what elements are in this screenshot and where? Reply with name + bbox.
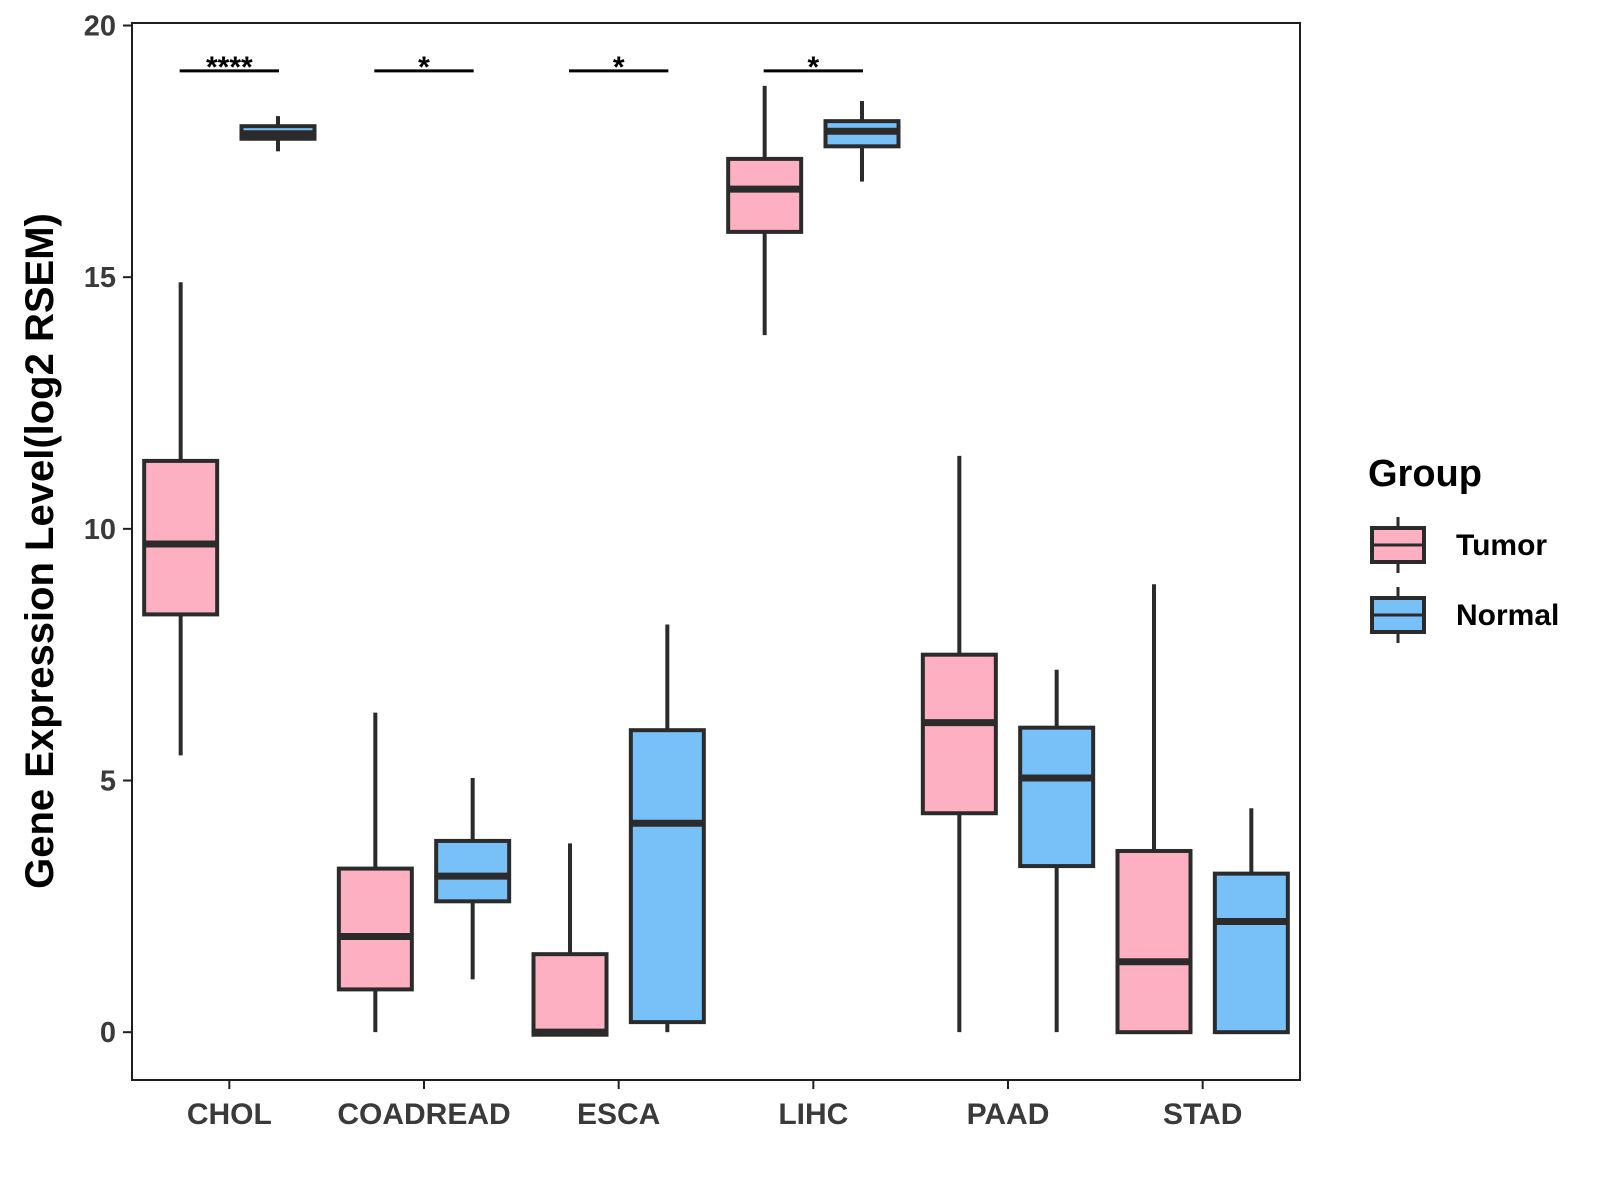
legend-title: Group (1368, 453, 1482, 495)
y-axis: 0 5 10 15 20 (84, 11, 132, 1049)
box-tumor-stad (1115, 584, 1193, 1035)
x-tick-label-esca: ESCA (577, 1098, 660, 1131)
significance-esca: * (569, 51, 669, 84)
significance-label: * (418, 51, 430, 84)
box-body (336, 866, 414, 992)
legend: Group Tumor Normal (1368, 453, 1559, 643)
x-tick-label-chol: CHOL (187, 1098, 272, 1131)
x-tick-label-paad: PAAD (967, 1098, 1050, 1131)
legend-item-tumor: Tumor (1370, 517, 1547, 573)
plot-panel (131, 22, 1301, 1081)
y-axis-label: Gene Expression Level(log2 RSEM) (18, 213, 62, 889)
box-normal-stad (1212, 808, 1290, 1035)
y-tick-label-15: 15 (84, 262, 116, 294)
legend-item-normal: Normal (1370, 587, 1559, 643)
box-body (434, 838, 512, 904)
significance-lihc: * (763, 51, 863, 84)
box-tumor-paad (920, 455, 998, 1033)
box-body (1115, 848, 1193, 1035)
box-body (920, 652, 998, 816)
y-tick-label-5: 5 (100, 766, 116, 798)
box-normal-coadread (434, 778, 512, 980)
box-tumor-lihc (726, 85, 804, 336)
x-tick-label-stad: STAD (1163, 1098, 1242, 1131)
significance-coadread: * (374, 51, 474, 84)
box-normal-paad (1018, 669, 1096, 1033)
box-tumor-chol (142, 282, 220, 756)
box-body (531, 952, 609, 1037)
significance-label: * (807, 51, 819, 84)
box-tumor-esca (531, 843, 609, 1037)
legend-label-normal: Normal (1456, 599, 1559, 632)
x-axis: CHOL COADREAD ESCA LIHC PAAD STAD (187, 1080, 1242, 1131)
significance-label: * (613, 51, 625, 84)
y-tick-label-0: 0 (100, 1017, 116, 1049)
box-tumor-coadread (336, 712, 414, 1033)
box-normal-chol (239, 116, 317, 152)
boxes (142, 85, 1290, 1037)
x-tick-label-coadread: COADREAD (337, 1098, 510, 1131)
box-normal-lihc (823, 101, 901, 182)
box-body (628, 728, 706, 1025)
significance-annotations: **** * * * (179, 51, 863, 84)
significance-chol: **** (179, 51, 279, 84)
box-body (1018, 725, 1096, 869)
legend-label-tumor: Tumor (1456, 529, 1547, 562)
box-body (142, 458, 220, 617)
y-tick-label-10: 10 (84, 514, 116, 546)
significance-label: **** (206, 51, 253, 84)
box-body (1212, 871, 1290, 1035)
box-body (726, 156, 804, 234)
box-normal-esca (628, 624, 706, 1033)
y-tick-label-20: 20 (84, 11, 116, 43)
x-tick-label-lihc: LIHC (778, 1098, 848, 1131)
